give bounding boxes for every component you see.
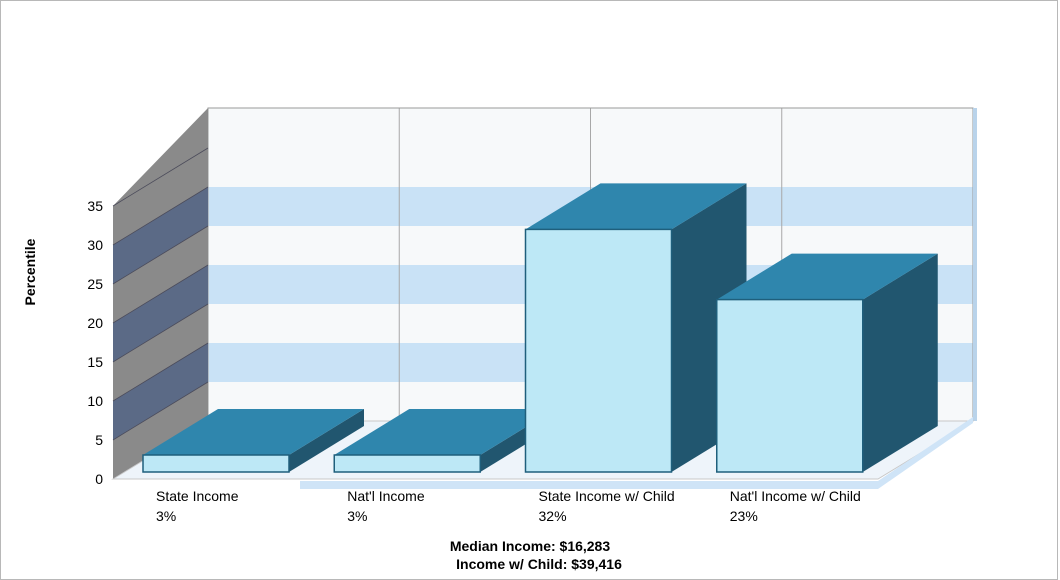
bar-top <box>716 253 938 300</box>
side-wall-band <box>113 187 208 284</box>
side-grid-line <box>112 264 209 324</box>
side-wall-band <box>113 343 208 440</box>
bar-top <box>143 409 364 455</box>
bar-front <box>142 454 290 473</box>
back-wall-edge <box>973 108 977 421</box>
category-label: Nat'l Income w/ Child <box>730 488 861 504</box>
y-tick-label: 30 <box>87 237 103 253</box>
category-label: State Income <box>156 488 239 504</box>
y-tick-label: 35 <box>87 198 103 214</box>
y-tick-label: 10 <box>87 393 103 409</box>
y-tick-label: 0 <box>95 471 103 487</box>
value-label: 3% <box>156 508 176 524</box>
y-axis-label: Percentile <box>22 238 38 305</box>
side-grid-line <box>112 225 209 285</box>
category-label: State Income w/ Child <box>539 488 675 504</box>
bar-side <box>289 409 364 472</box>
side-grid-line <box>112 381 209 441</box>
y-axis-ticks: 0 5 10 15 20 25 30 35 <box>87 198 103 487</box>
y-tick-label: 20 <box>87 315 103 331</box>
bar <box>524 183 747 473</box>
income-with-child-label: Income w/ Child: $39,416 <box>456 556 622 572</box>
value-label: 3% <box>347 508 367 524</box>
side-grid-line <box>112 303 209 363</box>
bar <box>142 409 364 473</box>
bar-top <box>334 409 556 455</box>
side-wall-band <box>113 382 208 479</box>
category-label: Nat'l Income <box>347 488 425 504</box>
side-grid-line <box>112 147 209 207</box>
bar-front <box>524 228 673 473</box>
value-label: 23% <box>730 508 758 524</box>
side-grid-line <box>112 342 209 402</box>
bar <box>716 253 938 473</box>
side-wall-band <box>113 226 208 323</box>
side-wall-band <box>113 304 208 401</box>
bar-front <box>716 298 864 473</box>
value-label: 32% <box>539 508 567 524</box>
side-wall-band <box>113 108 208 206</box>
y-tick-label: 15 <box>87 354 103 370</box>
side-wall-band <box>113 148 208 245</box>
bar-side <box>862 253 938 472</box>
y-tick-label: 25 <box>87 276 103 292</box>
median-income-label: Median Income: $16,283 <box>449 538 611 554</box>
bar-front <box>333 454 481 473</box>
side-grid-line <box>112 186 209 246</box>
y-tick-label: 5 <box>95 432 103 448</box>
floor-edge <box>300 417 973 489</box>
side-wall-band <box>113 265 208 362</box>
bars <box>142 183 938 473</box>
bar-top <box>525 183 747 230</box>
category-labels: State Income 3% Nat'l Income 3% State Income… <box>156 488 861 524</box>
